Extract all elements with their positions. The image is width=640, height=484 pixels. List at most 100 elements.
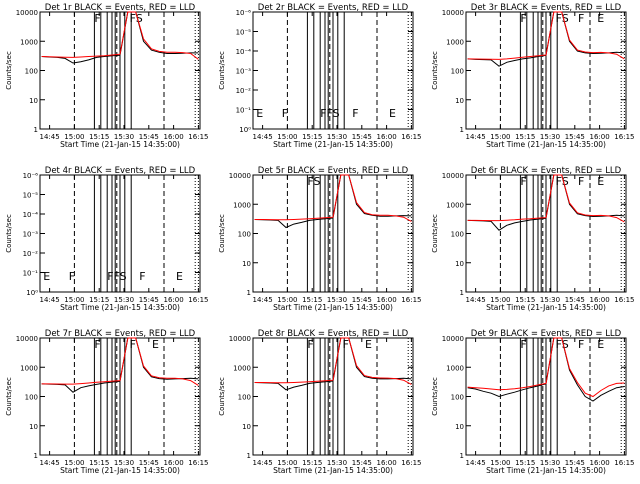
panel-det-7: Det 7r BLACK = Events, RED = LLD 1 10 100 10… [5, 329, 208, 475]
panel-title: Det 7r BLACK = Events, RED = LLD [45, 329, 196, 339]
x-tick-label: 15:00 [277, 296, 297, 304]
events-series-line [41, 337, 199, 393]
y-tick-label: 10 [29, 97, 38, 105]
x-tick-label: 16:00 [164, 296, 184, 304]
flag-label: F [520, 175, 526, 188]
x-tick-label: 14:45 [40, 459, 60, 467]
flag-label: F [94, 12, 100, 25]
flag-label: E [597, 175, 604, 188]
y-tick-label: 100 [451, 231, 464, 239]
y-tick-label: 10⁻¹ [236, 107, 252, 115]
x-tick-label: 15:00 [277, 133, 297, 141]
x-tick-label: 15:45 [352, 133, 372, 141]
lld-series-line [254, 174, 412, 222]
x-axis-label: Start Time (21-Jan-15 14:35:00) [486, 303, 606, 312]
x-tick-label: 15:30 [540, 296, 560, 304]
flag-label: E [152, 338, 159, 351]
panel-det-4: Det 4r BLACK = Events, RED = LLD 10⁰ 10⁻¹ 1… [5, 166, 208, 312]
y-tick-label: 10⁻⁵ [236, 29, 252, 37]
y-tick-label: 10⁻⁶ [236, 9, 252, 17]
x-axis-label: Start Time (21-Jan-15 14:35:00) [486, 466, 606, 475]
events-series-line [254, 174, 412, 229]
x-tick-label: 15:30 [114, 459, 134, 467]
y-tick-label: 10⁻⁵ [23, 192, 39, 200]
flag-label: E [597, 12, 604, 25]
x-tick-label: 15:30 [540, 459, 560, 467]
y-tick-label: 1000 [233, 364, 251, 372]
panel-title: Det 1r BLACK = Events, RED = LLD [45, 3, 196, 13]
x-tick-label: 15:45 [352, 459, 372, 467]
x-tick-label: 14:45 [253, 296, 273, 304]
flag-label: FS [556, 175, 569, 188]
y-tick-label: 100 [25, 394, 38, 402]
y-tick-label: 10000 [442, 9, 464, 17]
flag-label: F [130, 338, 136, 351]
x-tick-label: 16:15 [614, 133, 634, 141]
flag-label: E [389, 107, 396, 120]
x-axis-label: Start Time (21-Jan-15 14:35:00) [60, 466, 180, 475]
panel-det-1: Det 1r BLACK = Events, RED = LLD 1 10 100 10… [5, 3, 208, 149]
x-tick-label: 16:00 [377, 459, 397, 467]
y-tick-label: 10⁻¹ [23, 270, 39, 278]
panel-det-8: Det 8r BLACK = Events, RED = LLD 1 10 100 10… [218, 329, 421, 475]
flag-label: F [69, 270, 75, 283]
x-tick-label: 15:30 [114, 133, 134, 141]
x-tick-label: 15:15 [302, 133, 322, 141]
y-tick-label: 10 [455, 97, 464, 105]
x-tick-label: 16:00 [377, 133, 397, 141]
x-tick-label: 15:45 [139, 133, 159, 141]
x-tick-label: 16:15 [614, 296, 634, 304]
x-tick-label: 15:00 [277, 459, 297, 467]
panel-det-2: Det 2r BLACK = Events, RED = LLD 10⁰ 10⁻¹ 1… [218, 3, 421, 149]
x-tick-label: 15:30 [540, 133, 560, 141]
flag-label: FS [556, 338, 569, 351]
y-tick-label: 10000 [16, 9, 38, 17]
x-tick-label: 16:00 [377, 296, 397, 304]
y-tick-label: 100 [25, 68, 38, 76]
panel-title: Det 9r BLACK = Events, RED = LLD [471, 329, 622, 339]
x-tick-label: 16:15 [401, 459, 421, 467]
x-tick-label: 15:00 [64, 459, 84, 467]
y-tick-label: 10 [29, 423, 38, 431]
x-tick-label: 16:15 [188, 459, 208, 467]
y-tick-label: 10⁻² [236, 87, 252, 95]
y-tick-label: 100 [238, 394, 251, 402]
flag-label: F [343, 338, 349, 351]
lld-series-line [41, 337, 199, 386]
x-axis-label: Start Time (21-Jan-15 14:35:00) [60, 140, 180, 149]
y-tick-label: 1 [34, 126, 38, 134]
y-tick-label: 1000 [446, 364, 464, 372]
flag-label: FFS [107, 270, 126, 283]
y-axis-label: Counts/sec [431, 51, 439, 90]
flag-label: F [352, 107, 358, 120]
lld-series-line [467, 337, 625, 398]
events-series-line [254, 337, 412, 391]
y-tick-label: 10⁻³ [236, 68, 252, 76]
y-tick-label: 10⁻⁴ [23, 211, 39, 219]
flag-label: E [365, 338, 372, 351]
y-axis-label: Counts/sec [5, 377, 13, 416]
x-axis-label: Start Time (21-Jan-15 14:35:00) [486, 140, 606, 149]
flag-label: F [578, 12, 584, 25]
x-tick-label: 16:15 [188, 296, 208, 304]
y-tick-label: 10000 [229, 335, 251, 343]
y-axis-label: Counts/sec [218, 377, 226, 416]
x-tick-label: 14:45 [466, 133, 486, 141]
events-series-line [467, 174, 625, 231]
x-tick-label: 14:45 [40, 133, 60, 141]
x-tick-label: 16:00 [164, 133, 184, 141]
y-tick-label: 1 [460, 126, 464, 134]
y-tick-label: 1000 [233, 201, 251, 209]
x-tick-label: 15:45 [565, 296, 585, 304]
y-axis-label: Counts/sec [5, 51, 13, 90]
y-tick-label: 1 [460, 289, 464, 297]
y-tick-label: 100 [451, 68, 464, 76]
y-tick-label: 10⁻² [23, 250, 39, 258]
flag-label: F [94, 338, 100, 351]
flag-label: FS [556, 12, 569, 25]
x-tick-label: 16:00 [590, 296, 610, 304]
flag-label: F [578, 338, 584, 351]
x-tick-label: 15:15 [302, 459, 322, 467]
y-tick-label: 10⁰ [26, 289, 38, 297]
y-tick-label: 1000 [446, 201, 464, 209]
